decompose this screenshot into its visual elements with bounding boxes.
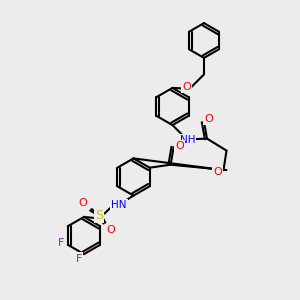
Text: F: F: [75, 254, 82, 264]
Text: F: F: [58, 238, 64, 248]
Text: O: O: [213, 167, 222, 177]
Text: O: O: [182, 82, 191, 92]
Text: O: O: [79, 198, 88, 208]
Text: O: O: [175, 141, 184, 151]
Text: HN: HN: [111, 200, 127, 210]
Text: O: O: [106, 225, 116, 235]
Text: S: S: [95, 208, 103, 222]
Text: NH: NH: [180, 135, 195, 145]
Text: O: O: [204, 114, 213, 124]
